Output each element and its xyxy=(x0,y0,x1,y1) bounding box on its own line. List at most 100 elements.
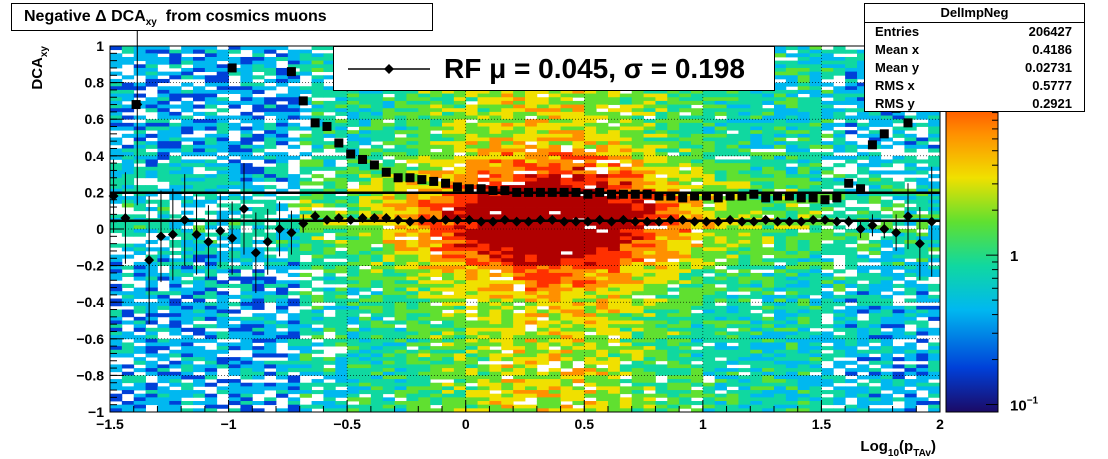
heatmap-cell xyxy=(418,324,431,329)
heatmap-cell xyxy=(323,115,336,120)
heatmap-cell xyxy=(204,126,218,131)
heatmap-cell xyxy=(465,104,478,109)
heatmap-cell xyxy=(382,188,395,193)
heatmap-cell xyxy=(489,397,502,402)
heatmap-cell xyxy=(406,229,419,234)
heatmap-cell xyxy=(619,338,633,343)
heatmap-cell xyxy=(501,283,514,288)
heatmap-cell xyxy=(608,258,621,263)
heatmap-cell xyxy=(608,280,621,285)
heatmap-cell xyxy=(596,357,609,362)
heatmap-cell xyxy=(501,338,514,343)
heatmap-cell xyxy=(560,280,573,285)
heatmap-cell xyxy=(465,342,478,347)
heatmap-cell xyxy=(679,364,692,369)
heatmap-cell xyxy=(216,331,229,336)
heatmap-cell xyxy=(264,320,277,325)
heatmap-cell xyxy=(406,371,419,376)
heatmap-cell xyxy=(240,342,253,347)
heatmap-cell xyxy=(714,349,727,354)
heatmap-cell xyxy=(738,232,751,237)
heatmap-cell xyxy=(193,119,206,124)
heatmap-cell xyxy=(465,265,478,270)
heatmap-cell xyxy=(726,159,739,164)
heatmap-cell xyxy=(442,100,455,105)
heatmap-cell xyxy=(110,122,123,127)
heatmap-cell xyxy=(655,272,668,277)
heatmap-cell xyxy=(430,335,443,340)
heatmap-cell xyxy=(714,331,727,336)
heatmap-cell xyxy=(619,93,633,98)
heatmap-cell xyxy=(501,152,514,157)
heatmap-cell xyxy=(536,357,550,362)
heatmap-cell xyxy=(762,390,775,395)
heatmap-cell xyxy=(679,353,692,358)
heatmap-cell xyxy=(430,283,443,288)
heatmap-cell xyxy=(240,119,253,124)
heatmap-cell xyxy=(382,291,395,296)
heatmap-cell xyxy=(145,335,158,340)
heatmap-cell xyxy=(560,360,573,365)
heatmap-cell xyxy=(726,357,739,362)
heatmap-cell xyxy=(619,305,633,310)
heatmap-cell xyxy=(133,302,146,307)
heatmap-cell xyxy=(240,236,253,241)
heatmap-cell xyxy=(169,364,182,369)
heatmap-cell xyxy=(525,382,538,387)
heatmap-cell xyxy=(133,338,146,343)
heatmap-cell xyxy=(252,276,265,281)
heatmap-cell xyxy=(453,210,467,215)
heatmap-cell xyxy=(276,265,289,270)
heatmap-cell xyxy=(394,93,407,98)
heatmap-cell xyxy=(501,159,514,164)
heatmap-cell xyxy=(501,324,514,329)
heatmap-cell xyxy=(584,276,597,281)
heatmap-cell xyxy=(774,335,787,340)
heatmap-cell xyxy=(276,133,289,138)
heatmap-cell xyxy=(145,305,158,310)
heatmap-cell xyxy=(714,93,727,98)
heatmap-cell xyxy=(774,155,787,160)
heatmap-cell xyxy=(418,122,431,127)
heatmap-cell xyxy=(560,316,573,321)
heatmap-cell xyxy=(501,130,514,135)
heatmap-cell xyxy=(133,148,146,153)
heatmap-cell xyxy=(121,89,135,94)
heatmap-cell xyxy=(501,89,514,94)
heatmap-cell xyxy=(145,272,158,277)
heatmap-cell xyxy=(347,360,360,365)
heatmap-cell xyxy=(157,397,170,402)
heatmap-cell xyxy=(228,401,241,406)
heatmap-cell xyxy=(584,404,597,409)
heatmap-cell xyxy=(193,368,206,373)
heatmap-cell xyxy=(359,203,372,208)
heatmap-cell xyxy=(311,46,324,51)
heatmap-cell xyxy=(347,261,360,266)
heatmap-cell xyxy=(536,199,550,204)
heatmap-cell xyxy=(702,283,716,288)
heatmap-cell xyxy=(287,342,301,347)
heatmap-cell xyxy=(264,97,277,102)
heatmap-cell xyxy=(193,181,206,186)
heatmap-cell xyxy=(287,331,301,336)
heatmap-cell xyxy=(418,371,431,376)
heatmap-cell xyxy=(714,243,727,248)
heatmap-cell xyxy=(121,408,135,412)
heatmap-cell xyxy=(430,155,443,160)
heatmap-cell xyxy=(193,203,206,208)
heatmap-cell xyxy=(584,163,597,168)
heatmap-cell xyxy=(418,108,431,113)
heatmap-cell xyxy=(596,185,609,190)
heatmap-cell xyxy=(442,137,455,142)
heatmap-cell xyxy=(619,137,633,142)
heatmap-cell xyxy=(121,254,135,259)
heatmap-cell xyxy=(525,133,538,138)
heatmap-cell xyxy=(370,309,384,314)
heatmap-cell xyxy=(489,89,502,94)
heatmap-cell xyxy=(394,250,407,256)
heatmap-cell xyxy=(323,357,336,362)
heatmap-cell xyxy=(738,181,751,186)
heatmap-cell xyxy=(181,188,194,193)
heatmap-cell xyxy=(121,371,135,376)
heatmap-cell xyxy=(536,225,550,230)
